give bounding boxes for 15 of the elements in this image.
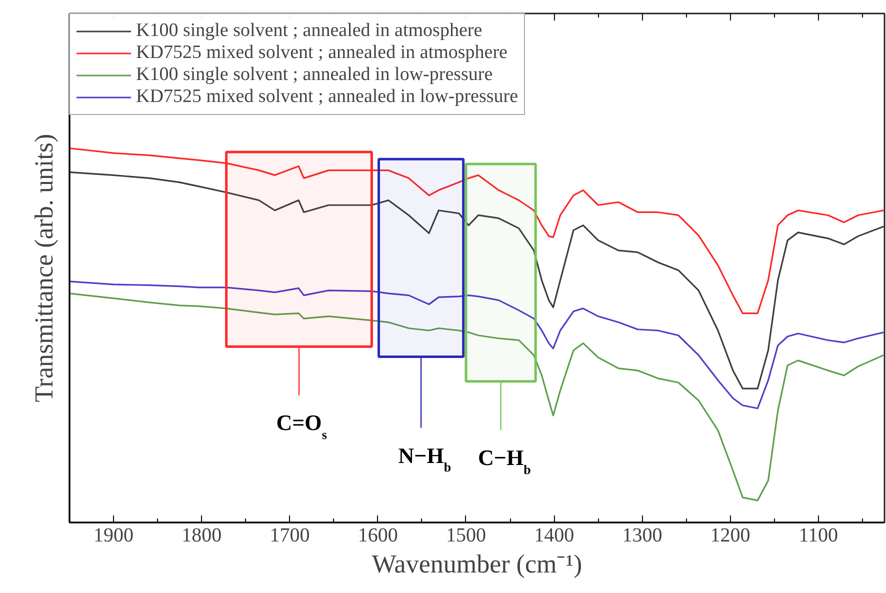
x-tick-label: 1400 (534, 524, 574, 546)
y-axis-title: Transmittance (arb. units) (30, 134, 58, 402)
x-tick-label: 1200 (710, 524, 750, 546)
legend-label: KD7525 mixed solvent ; annealed in atmosphere (136, 42, 508, 64)
x-tick-label: 1100 (798, 524, 838, 546)
legend-label: K100 single solvent ; annealed in atmosphere (136, 20, 482, 42)
x-tick-label: 1800 (182, 524, 222, 546)
x-tick-label: 1900 (94, 524, 134, 546)
x-tick-label: 1300 (622, 524, 662, 546)
x-tick-label: 1700 (270, 524, 310, 546)
x-axis-title: Wavenumber (cm⁻¹) (372, 550, 582, 578)
x-tick-label: 1600 (358, 524, 398, 546)
x-tick-label: 1500 (446, 524, 486, 546)
legend-label: KD7525 mixed solvent ; annealed in low-pressure (136, 86, 518, 108)
legend-label: K100 single solvent ; annealed in low-pressure (136, 64, 493, 86)
